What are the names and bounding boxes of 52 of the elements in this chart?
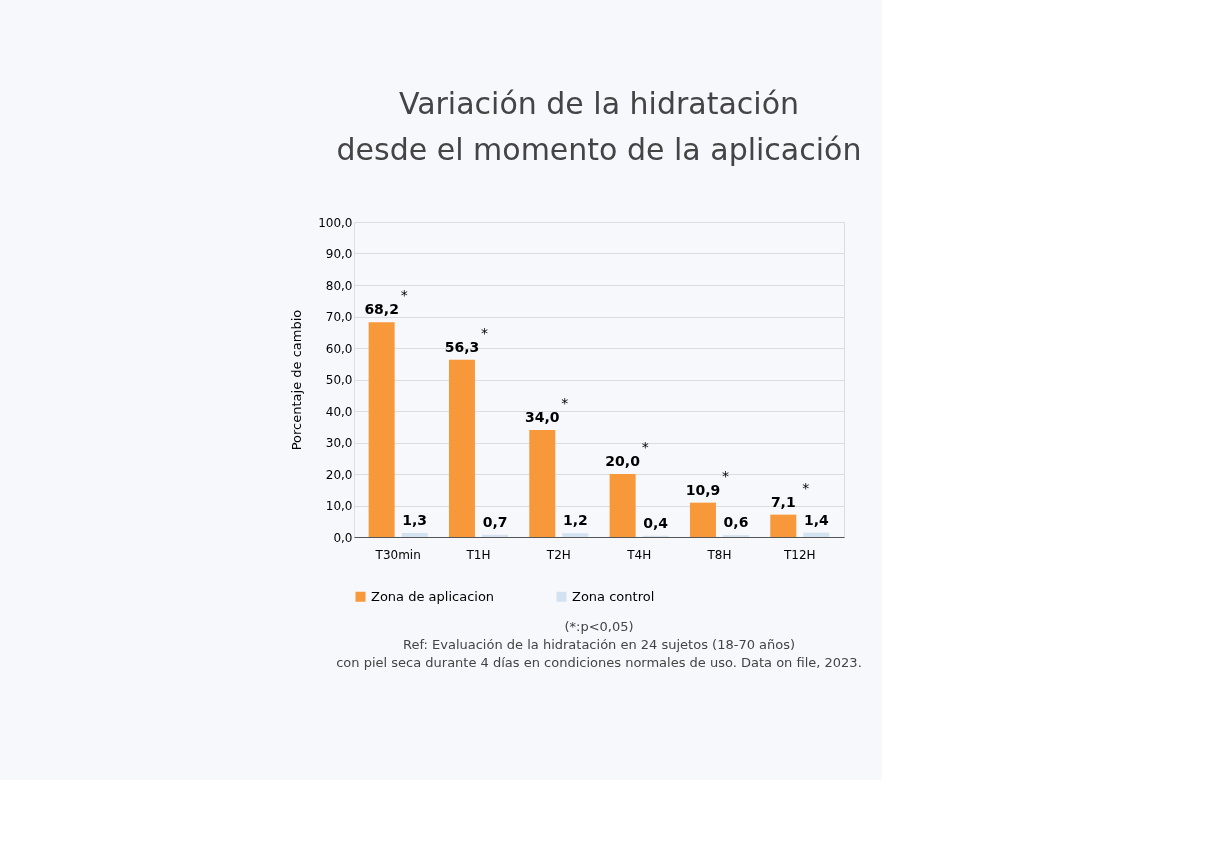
legend-label: Zona de aplicacion: [371, 588, 495, 604]
y-tick-label: 50,0: [325, 373, 353, 387]
y-tick-label: 0,0: [333, 530, 353, 545]
data-label: 68,2: [364, 301, 399, 318]
x-tick-label: T30min: [374, 547, 421, 562]
bar: [448, 359, 475, 537]
data-label: 0,7: [482, 513, 508, 530]
x-tick-label: T2H: [545, 547, 571, 562]
y-tick-label: 10,0: [325, 499, 353, 513]
x-tick-label: T8H: [706, 547, 732, 562]
data-label: 7,1: [770, 493, 796, 510]
y-tick-label: 30,0: [325, 436, 353, 450]
bar: [770, 514, 797, 537]
data-label: 34,0: [525, 408, 560, 425]
bar: [803, 532, 830, 537]
data-label: 0,4: [643, 514, 669, 531]
text: Ref: Evaluación de la hidratación en 24 sujetos (18-70 años): [402, 637, 796, 652]
bar: [368, 322, 395, 537]
x-tick-label: T1H: [465, 547, 491, 562]
annotation: *: [561, 394, 569, 411]
annotation: *: [400, 287, 408, 304]
y-tick-label: 20,0: [325, 467, 353, 482]
annotation: *: [641, 439, 649, 455]
x-tick-label: T12H: [783, 547, 816, 562]
chart-title: Variación de la hidratación desde el momento de la aplicación: [336, 86, 862, 167]
legend-label: Zona control: [572, 588, 655, 604]
data-label: 10,9: [685, 481, 721, 498]
annotation: *: [802, 479, 810, 496]
text: (*:p<0,05): [564, 619, 634, 634]
y-tick-label: 70,0: [325, 310, 353, 324]
data-label: 1,3: [402, 511, 428, 528]
data-label: 20,0: [605, 453, 641, 469]
text: con piel seca durante 4 días en condiciones normales de uso. Data on file, 2023.: [336, 655, 862, 670]
annotation: *: [481, 324, 489, 341]
data-label: 1,2: [562, 512, 588, 529]
data-label: 1,4: [803, 511, 830, 528]
annotation: *: [721, 467, 729, 484]
bar: [482, 534, 509, 537]
bar: [529, 429, 556, 537]
y-tick-label: 100,0: [318, 215, 353, 230]
y-tick-label: 40,0: [325, 404, 353, 419]
bar: [609, 474, 636, 537]
bar: [689, 502, 716, 537]
y-axis-title: Porcentaje de cambio: [289, 309, 305, 451]
data-label: 56,3: [444, 338, 480, 355]
y-tick-label: 80,0: [325, 278, 353, 293]
x-tick-label: T4H: [626, 547, 652, 562]
data-label: 0,6: [723, 514, 749, 531]
y-tick-label: 90,0: [325, 247, 353, 261]
bar: [401, 532, 428, 537]
bar: [562, 533, 589, 537]
y-tick-label: 60,0: [325, 341, 353, 356]
